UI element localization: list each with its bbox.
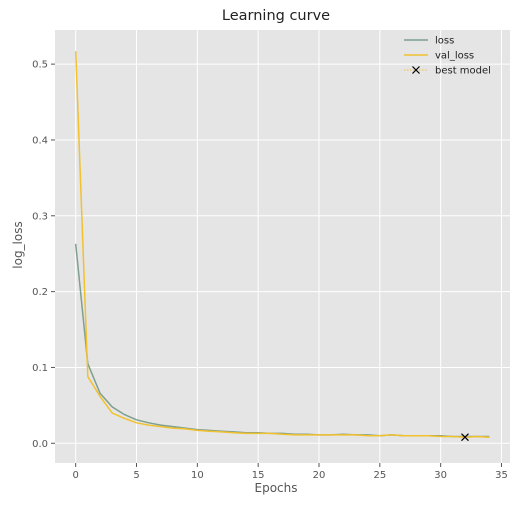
chart-title: Learning curve: [222, 8, 330, 24]
legend-marker-stroke: [412, 66, 420, 74]
y-tick-label: 0.3: [32, 211, 48, 222]
x-tick-label: 30: [434, 470, 447, 481]
x-axis-label: Epochs: [255, 481, 298, 495]
legend-label: best model: [435, 66, 491, 77]
plot-background: [55, 30, 510, 463]
y-axis-label: log_loss: [11, 221, 25, 268]
best-model-marker: [461, 433, 469, 442]
y-tick-label: 0.5: [32, 60, 48, 71]
y-tick-label: 0.0: [32, 439, 48, 450]
legend-entry-val-loss: val_loss: [404, 51, 474, 62]
grid-lines: [55, 30, 510, 463]
y-tick-label: 0.4: [32, 135, 48, 146]
x-tick-label: 15: [252, 470, 265, 481]
legend-entry-best-model: best model: [404, 66, 491, 77]
x-tick-label: 10: [191, 470, 204, 481]
y-tick-label: 0.2: [32, 287, 48, 298]
x-tick-label: 0: [72, 470, 78, 481]
x-axis-ticks: 0 5 10 15 20 25 30 35: [72, 463, 508, 481]
val-loss-line: [74, 51, 490, 438]
x-tick-label: 25: [373, 470, 386, 481]
legend-label: val_loss: [435, 51, 474, 62]
y-axis-ticks: 0.0 0.1 0.2 0.3 0.4 0.5: [32, 60, 55, 450]
marker-stroke: [461, 433, 469, 442]
y-tick-label: 0.1: [32, 363, 48, 374]
series-lines: [74, 51, 490, 442]
legend-label: loss: [435, 36, 454, 47]
x-tick-label: 5: [133, 470, 139, 481]
legend-entry-loss: loss: [404, 36, 454, 47]
x-tick-label: 35: [495, 470, 508, 481]
x-tick-label: 20: [313, 470, 326, 481]
